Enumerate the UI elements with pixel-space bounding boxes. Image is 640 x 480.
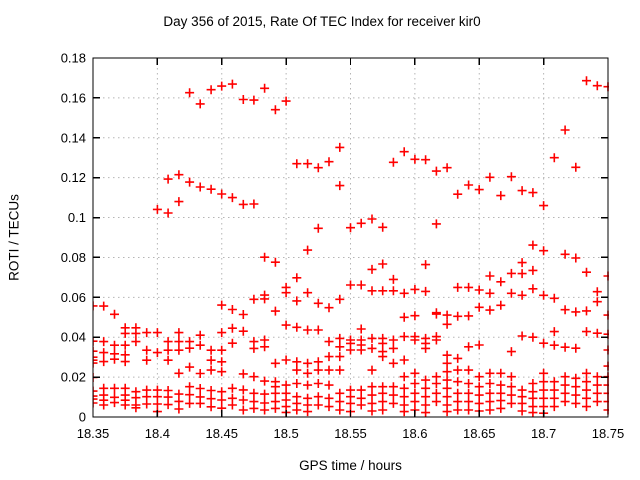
y-tick-label: 0 [79, 410, 86, 425]
x-tick-label: 18.65 [463, 426, 496, 441]
x-axis-label: GPS time / hours [299, 458, 402, 473]
y-tick-label: 0.06 [61, 290, 86, 305]
y-tick-label: 0.1 [68, 210, 86, 225]
x-tick-label: 18.6 [402, 426, 427, 441]
x-tick-label: 18.55 [334, 426, 367, 441]
chart-title: Day 356 of 2015, Rate Of TEC Index for r… [163, 14, 481, 29]
y-axis-label: ROTI / TECUs [6, 194, 22, 281]
x-tick-label: 18.4 [145, 426, 170, 441]
y-tick-label: 0.08 [61, 250, 86, 265]
y-tick-label: 0.12 [61, 170, 86, 185]
y-tick-label: 0.04 [61, 330, 86, 345]
x-tick-label: 18.5 [273, 426, 298, 441]
y-tick-label: 0.02 [61, 370, 86, 385]
y-tick-label: 0.18 [61, 51, 86, 66]
y-tick-label: 0.16 [61, 90, 86, 105]
x-tick-label: 18.35 [77, 426, 110, 441]
x-tick-label: 18.45 [205, 426, 238, 441]
data-point-markers [93, 76, 609, 418]
x-tick-label: 18.75 [592, 426, 625, 441]
y-tick-label: 0.14 [61, 130, 86, 145]
x-tick-label: 18.7 [531, 426, 556, 441]
